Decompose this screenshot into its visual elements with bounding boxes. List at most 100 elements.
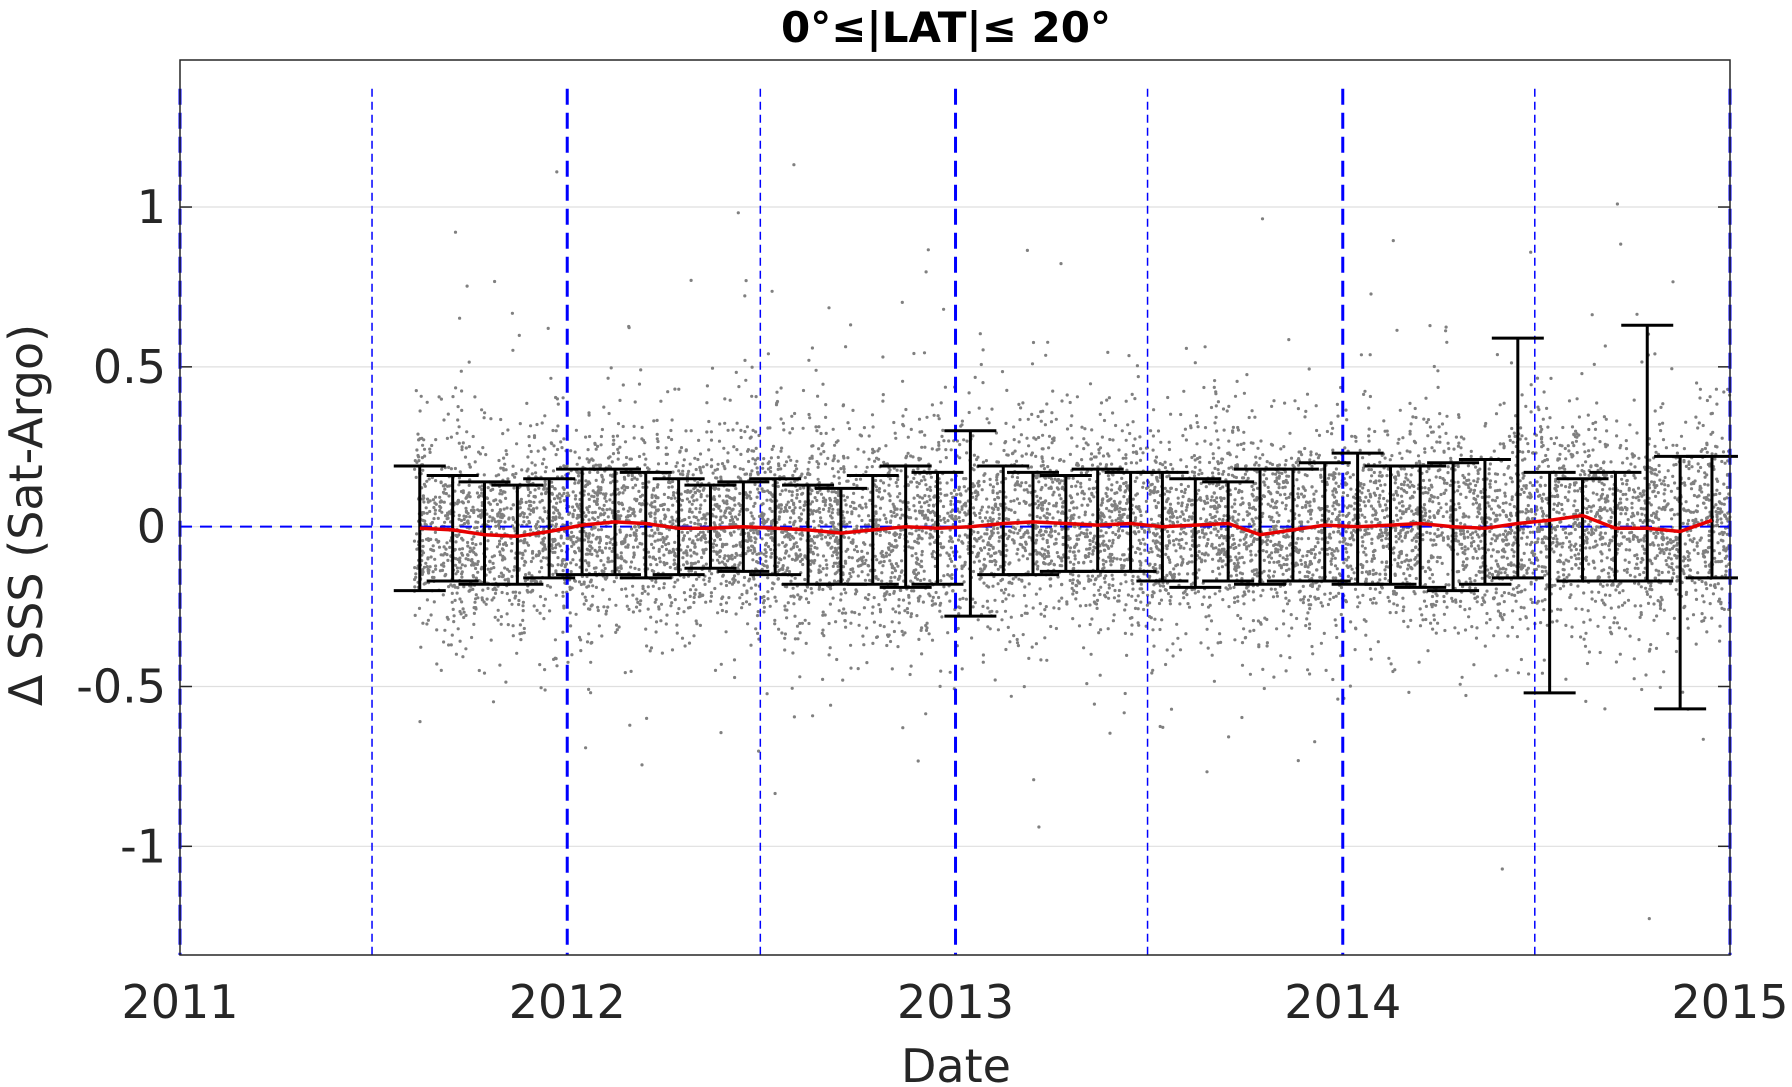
- data-point: [1724, 564, 1728, 568]
- data-point: [1563, 495, 1567, 499]
- data-point: [1071, 592, 1075, 596]
- data-point: [1143, 530, 1147, 534]
- data-point: [1041, 409, 1045, 413]
- data-point: [980, 519, 985, 523]
- data-point: [996, 507, 1000, 512]
- data-point: [976, 530, 980, 535]
- data-point: [1582, 442, 1586, 446]
- data-point: [839, 592, 843, 596]
- data-point: [502, 456, 506, 460]
- data-point: [1483, 644, 1487, 648]
- data-point: [587, 518, 591, 522]
- data-point: [972, 511, 976, 515]
- data-point: [1289, 613, 1293, 617]
- data-point: [1457, 485, 1461, 489]
- data-point: [941, 428, 945, 432]
- data-point: [1112, 556, 1116, 560]
- data-point: [1104, 560, 1108, 564]
- data-point: [947, 553, 951, 558]
- data-point: [1024, 604, 1028, 608]
- data-point: [1004, 421, 1008, 425]
- data-point: [535, 422, 539, 427]
- data-point: [795, 467, 799, 471]
- data-point: [810, 591, 814, 595]
- data-point: [648, 649, 652, 653]
- data-point: [832, 454, 836, 458]
- data-point: [1666, 632, 1670, 636]
- data-point: [653, 499, 657, 504]
- data-point: [1562, 568, 1566, 572]
- data-point: [765, 692, 769, 696]
- data-point: [851, 538, 855, 542]
- data-point: [1569, 555, 1573, 559]
- data-point: [1388, 458, 1392, 462]
- data-point: [699, 471, 703, 475]
- data-point: [616, 509, 620, 514]
- data-point: [1625, 497, 1629, 501]
- data-point: [1007, 562, 1011, 566]
- data-point: [876, 449, 880, 453]
- data-point: [1104, 531, 1108, 535]
- data-point: [640, 425, 644, 429]
- data-point: [1203, 559, 1207, 563]
- data-point: [628, 533, 632, 538]
- data-point: [490, 555, 494, 559]
- data-point: [927, 467, 931, 471]
- data-point: [1247, 502, 1251, 506]
- data-point: [640, 591, 644, 596]
- data-point: [809, 587, 813, 591]
- data-point: [1544, 544, 1548, 548]
- data-point: [741, 602, 745, 606]
- data-point: [1126, 498, 1130, 502]
- data-point: [1092, 486, 1096, 490]
- data-point: [1370, 474, 1374, 478]
- data-point: [839, 598, 843, 602]
- data-point: [1306, 668, 1310, 672]
- data-point: [1720, 587, 1724, 591]
- data-point: [1409, 618, 1413, 623]
- data-point: [561, 396, 565, 400]
- data-point: [1422, 590, 1426, 594]
- data-point: [1642, 570, 1646, 575]
- data-point: [1446, 465, 1450, 469]
- data-point: [847, 427, 852, 431]
- data-point: [1692, 548, 1696, 552]
- data-point: [1115, 480, 1119, 484]
- data-point: [1131, 450, 1135, 454]
- data-point: [1240, 496, 1244, 500]
- data-point: [644, 457, 648, 461]
- data-point: [1082, 437, 1086, 441]
- data-point: [764, 550, 768, 555]
- data-point: [637, 489, 641, 493]
- data-point: [642, 452, 646, 456]
- data-point: [997, 539, 1001, 543]
- data-point: [670, 418, 674, 422]
- data-point: [447, 494, 451, 498]
- data-point: [817, 447, 821, 451]
- data-point: [835, 552, 839, 557]
- data-point: [1130, 632, 1134, 636]
- data-point: [585, 547, 589, 551]
- data-point: [653, 531, 657, 535]
- data-point: [562, 541, 566, 545]
- data-point: [473, 395, 477, 399]
- data-point: [1039, 419, 1043, 423]
- data-point: [1169, 462, 1173, 467]
- data-point: [453, 598, 457, 603]
- data-point: [1468, 577, 1472, 581]
- data-point: [1330, 511, 1335, 516]
- data-point: [1397, 532, 1401, 536]
- data-point: [681, 469, 685, 473]
- data-point: [1659, 405, 1663, 409]
- data-point: [844, 625, 848, 629]
- data-point: [1601, 488, 1605, 492]
- data-point: [1236, 443, 1240, 447]
- data-point: [1085, 528, 1089, 532]
- data-point: [1126, 514, 1130, 518]
- data-point: [1524, 437, 1528, 441]
- data-point: [1207, 595, 1212, 599]
- data-point: [1303, 446, 1307, 451]
- data-point: [979, 508, 983, 512]
- data-point: [1476, 510, 1480, 514]
- data-point: [602, 605, 606, 609]
